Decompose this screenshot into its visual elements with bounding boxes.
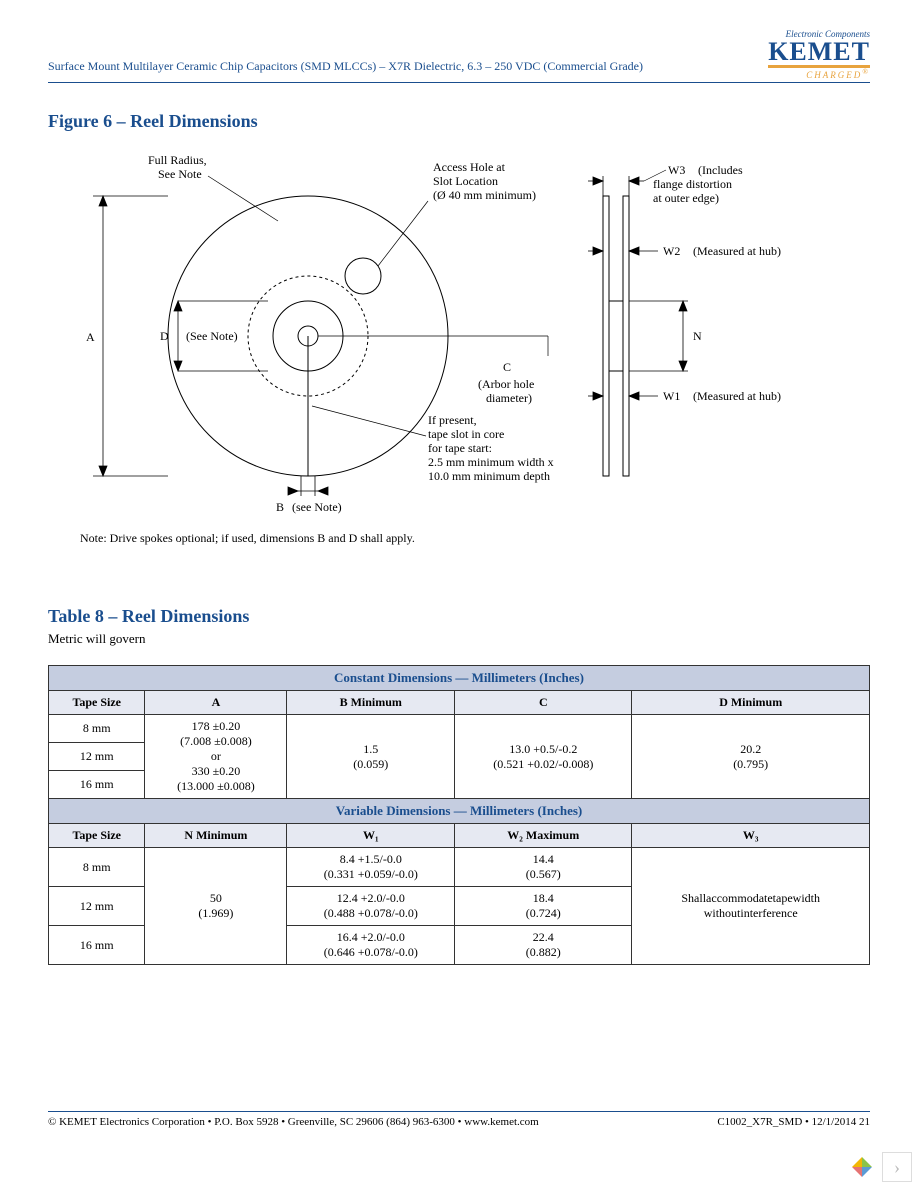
- page-header: Surface Mount Multilayer Ceramic Chip Ca…: [48, 30, 870, 83]
- metric-note: Metric will govern: [48, 631, 870, 647]
- svg-text:Full Radius,: Full Radius,: [148, 153, 207, 167]
- nav-widget: ›: [848, 1152, 912, 1182]
- svg-text:N: N: [693, 329, 702, 343]
- svg-text:diameter): diameter): [486, 391, 532, 405]
- svg-text:A: A: [86, 330, 95, 344]
- svg-text:(see Note): (see Note): [292, 500, 342, 514]
- figure-title: Figure 6 – Reel Dimensions: [48, 111, 870, 132]
- footer-right: C1002_X7R_SMD • 12/1/2014 21: [717, 1116, 870, 1128]
- kemet-logo: Electronic Components KEMET CHARGED®: [768, 30, 870, 80]
- svg-text:C: C: [503, 360, 511, 374]
- svg-text:D: D: [160, 329, 169, 343]
- svg-text:(See Note): (See Note): [186, 329, 238, 343]
- svg-text:(Includes: (Includes: [698, 163, 743, 177]
- doc-title: Surface Mount Multilayer Ceramic Chip Ca…: [48, 59, 643, 80]
- svg-text:Slot Location: Slot Location: [433, 174, 498, 188]
- svg-text:B: B: [276, 500, 284, 514]
- svg-text:W3: W3: [668, 163, 685, 177]
- svg-text:(Arbor hole: (Arbor hole: [478, 377, 534, 391]
- svg-text:If present,: If present,: [428, 413, 477, 427]
- reel-diagram: A D (See Note) B (see Note: [48, 146, 870, 546]
- svg-text:W2: W2: [663, 244, 680, 258]
- svg-text:10.0 mm minimum depth: 10.0 mm minimum depth: [428, 469, 550, 483]
- svg-text:W1: W1: [663, 389, 680, 403]
- next-page-button[interactable]: ›: [882, 1152, 912, 1182]
- svg-text:(Measured at hub): (Measured at hub): [693, 389, 781, 403]
- figure-note: Note: Drive spokes optional; if used, di…: [80, 531, 415, 546]
- footer-left: © KEMET Electronics Corporation • P.O. B…: [48, 1116, 539, 1128]
- svg-text:for tape start:: for tape start:: [428, 441, 492, 455]
- table-title: Table 8 – Reel Dimensions: [48, 606, 870, 627]
- svg-text:(Measured at hub): (Measured at hub): [693, 244, 781, 258]
- svg-text:tape slot in core: tape slot in core: [428, 427, 504, 441]
- svg-text:(Ø 40 mm minimum): (Ø 40 mm minimum): [433, 188, 536, 202]
- reel-dimensions-table: Constant Dimensions — Millimeters (Inche…: [48, 665, 870, 965]
- svg-text:Access Hole at: Access Hole at: [433, 160, 506, 174]
- page-footer: © KEMET Electronics Corporation • P.O. B…: [48, 1111, 870, 1128]
- svg-text:2.5 mm minimum width x: 2.5 mm minimum width x: [428, 455, 554, 469]
- svg-text:See Note: See Note: [158, 167, 202, 181]
- svg-text:at outer edge): at outer edge): [653, 191, 719, 205]
- svg-text:flange distortion: flange distortion: [653, 177, 732, 191]
- nav-logo-icon: [848, 1153, 876, 1181]
